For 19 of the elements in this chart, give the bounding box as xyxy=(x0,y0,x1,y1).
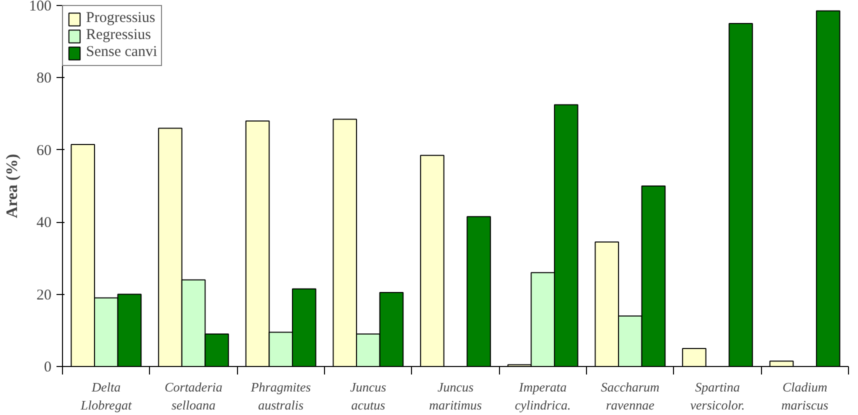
y-axis-title: Area (%) xyxy=(4,154,21,218)
x-tick-label: Juncus maritimus xyxy=(429,380,482,412)
x-tick-label: Delta Llobregat xyxy=(80,380,132,412)
legend-label: Progressius xyxy=(86,10,156,27)
y-tick-label: 80 xyxy=(36,70,52,87)
x-tick-label: Saccharum ravennae xyxy=(600,380,660,412)
y-tick-label: 20 xyxy=(36,287,52,304)
x-tick-label: Spartina versicolor. xyxy=(690,380,745,412)
x-tick-label: Juncus acutus xyxy=(350,380,386,412)
x-tick-label: Imperata cylindrica. xyxy=(514,380,571,412)
y-tick-label: 100 xyxy=(29,0,52,14)
legend-label: Regressius xyxy=(86,27,151,44)
legend-label: Sense canvi xyxy=(86,44,158,61)
y-tick-label: 40 xyxy=(36,215,52,232)
x-tick-label: Phragmites australis xyxy=(250,380,311,412)
x-tick-label: Cortaderia selloana xyxy=(164,380,223,412)
x-tick-label: Cladium mariscus xyxy=(781,380,828,412)
y-tick-label: 60 xyxy=(36,142,52,159)
y-tick-label: 0 xyxy=(44,360,52,376)
